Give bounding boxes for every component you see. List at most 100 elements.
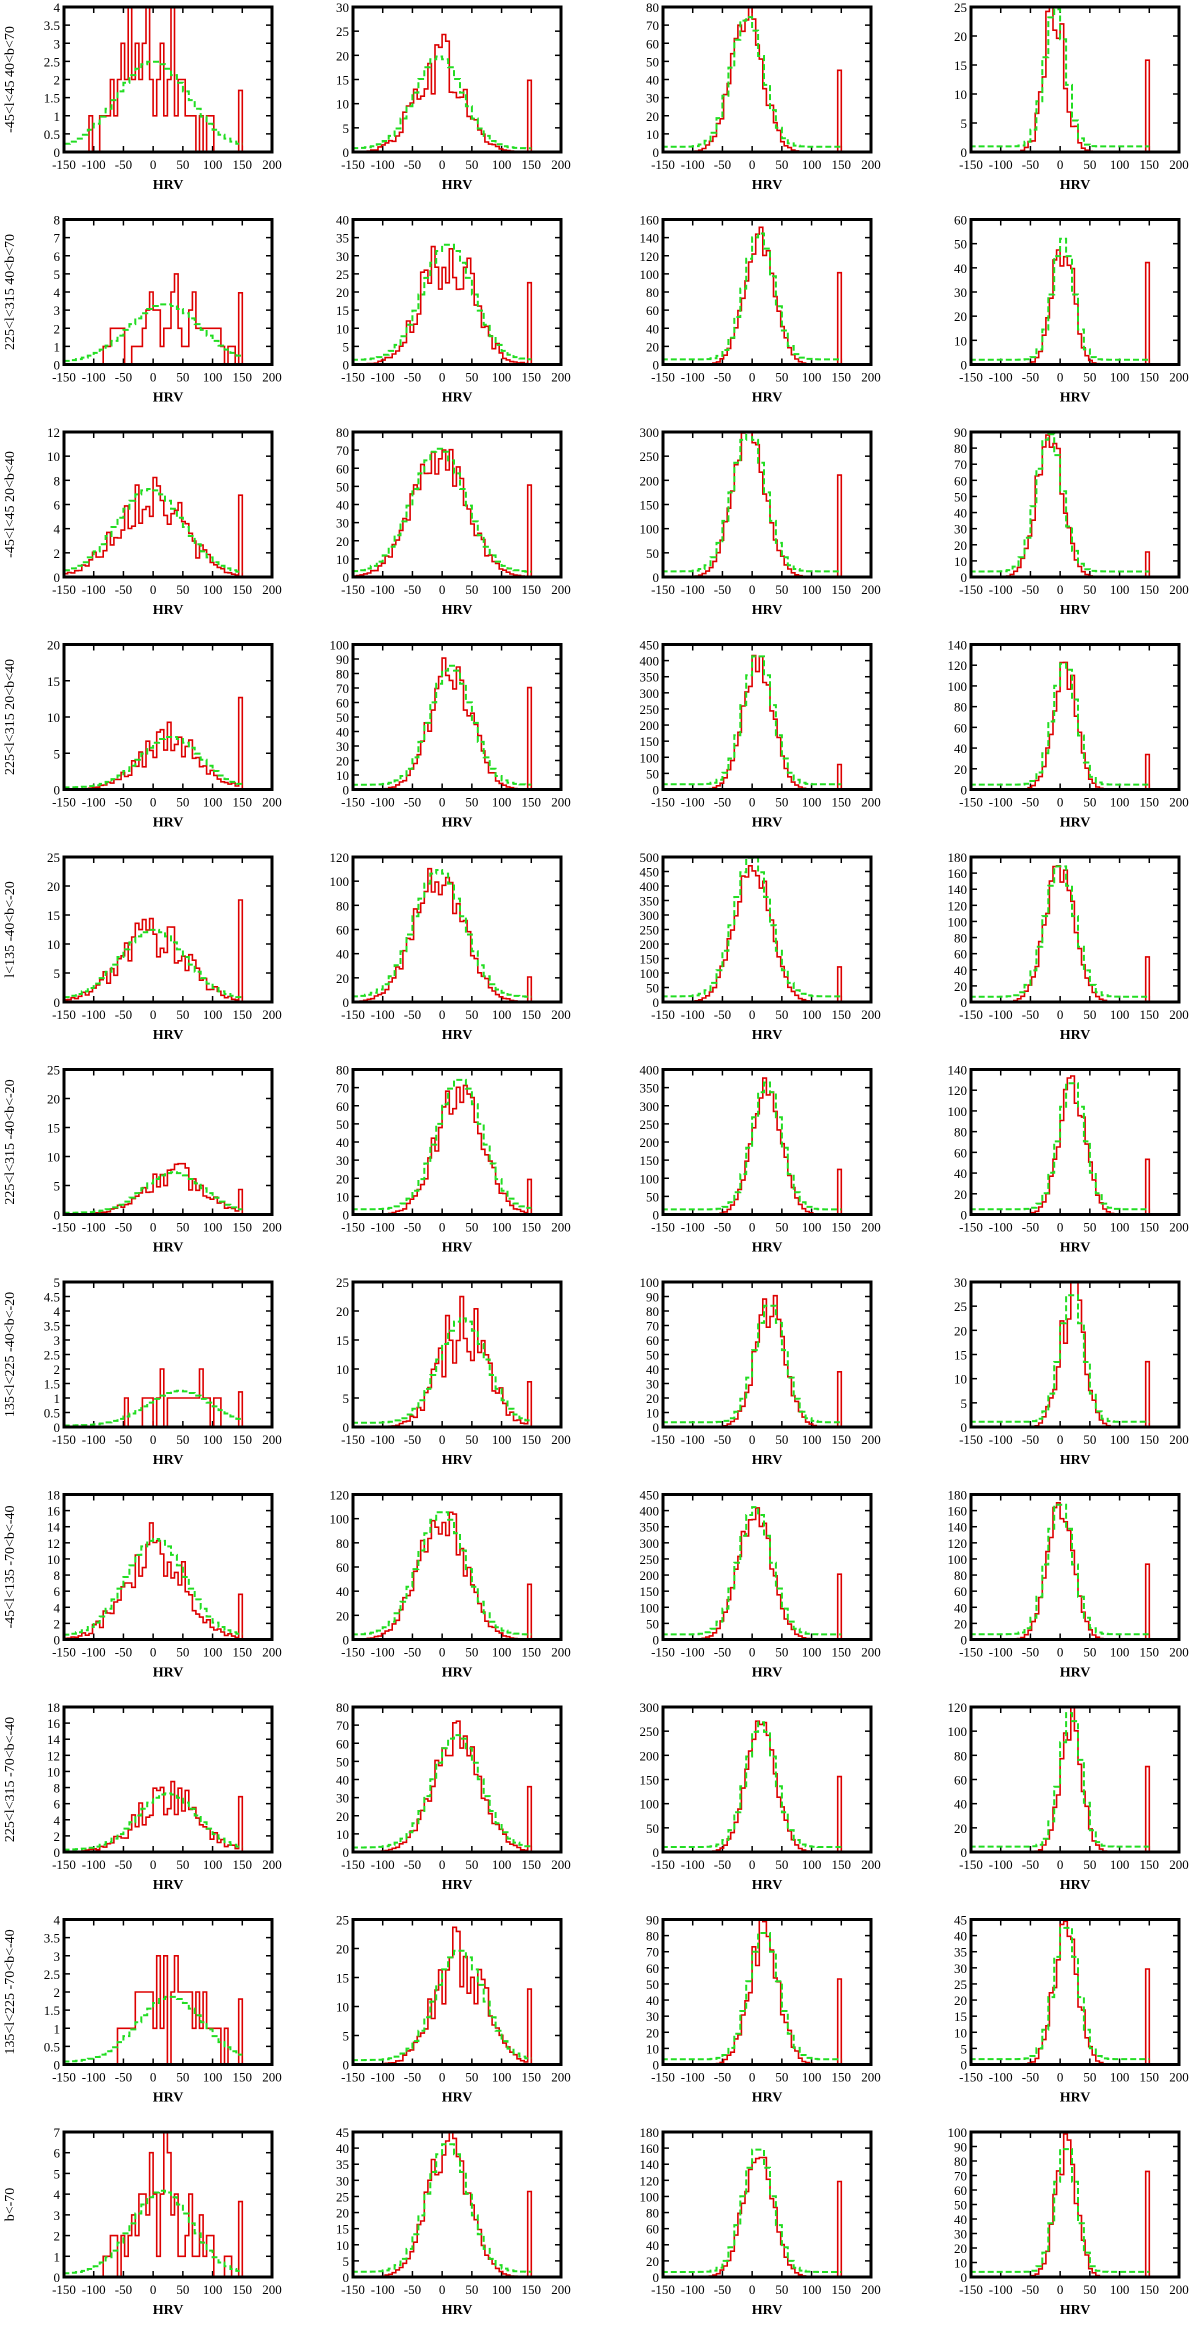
y-tick-label: 60	[336, 696, 349, 711]
x-tick-label: 200	[861, 582, 881, 597]
x-tick-label: 50	[176, 1645, 189, 1660]
y-tick-label: 25	[336, 1913, 349, 1928]
x-tick-label: -100	[989, 582, 1013, 597]
y-tick-label: 40	[336, 2141, 349, 2156]
x-tick-label: 50	[465, 1432, 478, 1447]
x-tick-label: 50	[176, 795, 189, 810]
y-tick-label: 400	[640, 1504, 660, 1519]
y-tick-label: 15	[336, 303, 349, 318]
y-tick-label: 80	[646, 1304, 659, 1319]
panel-frame	[661, 1493, 873, 1641]
y-tick-label: 25	[954, 0, 967, 15]
panel-frame	[351, 1918, 563, 2066]
x-tick-label: 200	[551, 1007, 571, 1022]
x-tick-label: 200	[861, 1857, 881, 1872]
y-tick-label: 25	[47, 850, 60, 865]
y-tick-label: 90	[954, 425, 967, 440]
row-label: 225<l<315 40<b<70	[3, 234, 18, 350]
y-tick-label: 25	[336, 1275, 349, 1290]
y-tick-label: 3	[54, 1333, 61, 1348]
y-tick-label: 6	[54, 249, 61, 264]
y-tick-label: 15	[47, 1121, 60, 1136]
x-tick-label: 50	[465, 2282, 478, 2297]
y-tick-label: 50	[646, 54, 659, 69]
x-tick-label: 50	[1083, 370, 1096, 385]
x-tick-label: -50	[404, 1645, 421, 1660]
x-tick-label: -100	[82, 1645, 106, 1660]
y-tick-label: 0	[343, 783, 350, 798]
x-tick-label: 0	[749, 1857, 756, 1872]
x-axis-label: HRV	[752, 816, 783, 831]
observed-histogram	[64, 1368, 244, 1427]
x-tick-label: 200	[551, 2070, 571, 2085]
x-tick-label: -150	[651, 1857, 675, 1872]
y-tick-label: 350	[640, 894, 660, 909]
y-tick-label: 120	[948, 898, 968, 913]
y-tick-label: 0	[54, 1845, 61, 1860]
y-tick-label: 40	[954, 1600, 967, 1615]
y-tick-label: 100	[330, 638, 350, 653]
x-tick-label: 100	[492, 2070, 512, 2085]
y-tick-label: 5	[54, 2166, 61, 2181]
y-tick-label: 8	[54, 1781, 61, 1796]
model-histogram	[663, 432, 842, 573]
x-tick-label: -50	[404, 795, 421, 810]
y-tick-label: 4	[54, 1813, 61, 1828]
y-tick-label: 40	[336, 725, 349, 740]
y-tick-label: 10	[954, 2025, 967, 2040]
y-tick-label: 0	[54, 995, 61, 1010]
panel-frame	[62, 1493, 274, 1641]
x-axis-label: HRV	[1060, 1453, 1091, 1468]
y-tick-label: 3.5	[44, 1319, 60, 1334]
x-axis-label: HRV	[153, 1453, 184, 1468]
y-tick-label: 80	[954, 1125, 967, 1140]
y-tick-label: 14	[47, 1520, 61, 1535]
y-tick-label: 50	[336, 1117, 349, 1132]
x-tick-label: -100	[371, 1220, 395, 1235]
x-tick-label: 100	[203, 795, 223, 810]
y-tick-label: 50	[336, 479, 349, 494]
y-tick-label: 4	[54, 285, 61, 300]
observed-histogram	[64, 1955, 244, 2065]
y-tick-label: 20	[954, 29, 967, 44]
y-tick-label: 10	[336, 321, 349, 336]
x-tick-label: 50	[1083, 795, 1096, 810]
y-tick-label: 40	[336, 213, 349, 228]
y-tick-label: 40	[954, 1797, 967, 1812]
x-tick-label: 0	[439, 1645, 446, 1660]
x-tick-label: 100	[203, 1007, 223, 1022]
x-tick-label: 200	[861, 1432, 881, 1447]
y-tick-label: 20	[954, 1616, 967, 1631]
y-tick-label: 0	[343, 1633, 350, 1648]
histogram-panel: 0 5 10 15 20 25 -150 -100 -50 0 50 100 150 200 HRV	[47, 850, 282, 1043]
y-tick-label: 60	[954, 1584, 967, 1599]
y-tick-label: 3	[54, 36, 61, 51]
model-histogram	[64, 1171, 243, 1214]
x-tick-label: -50	[115, 1007, 132, 1022]
x-tick-label: 200	[551, 157, 571, 172]
y-tick-label: 6	[54, 498, 61, 513]
y-tick-label: 60	[336, 1560, 349, 1575]
x-tick-label: 100	[802, 1007, 822, 1022]
y-tick-label: 20	[646, 109, 659, 124]
y-tick-label: 50	[646, 981, 659, 996]
model-histogram	[353, 243, 532, 361]
x-tick-label: 200	[861, 1645, 881, 1660]
y-tick-label: 25	[47, 1063, 60, 1078]
x-tick-label: 0	[150, 1645, 157, 1660]
y-tick-label: 30	[954, 2227, 967, 2242]
x-tick-label: 150	[1140, 1432, 1160, 1447]
y-tick-label: 50	[336, 710, 349, 725]
x-axis-label: HRV	[442, 1666, 473, 1681]
x-tick-label: 0	[150, 795, 157, 810]
panel-frame	[661, 1918, 873, 2066]
y-tick-label: 60	[954, 720, 967, 735]
x-axis-label: HRV	[1060, 603, 1091, 618]
y-tick-label: 15	[47, 674, 60, 689]
y-tick-label: 0	[343, 1845, 350, 1860]
x-tick-label: -50	[404, 1432, 421, 1447]
